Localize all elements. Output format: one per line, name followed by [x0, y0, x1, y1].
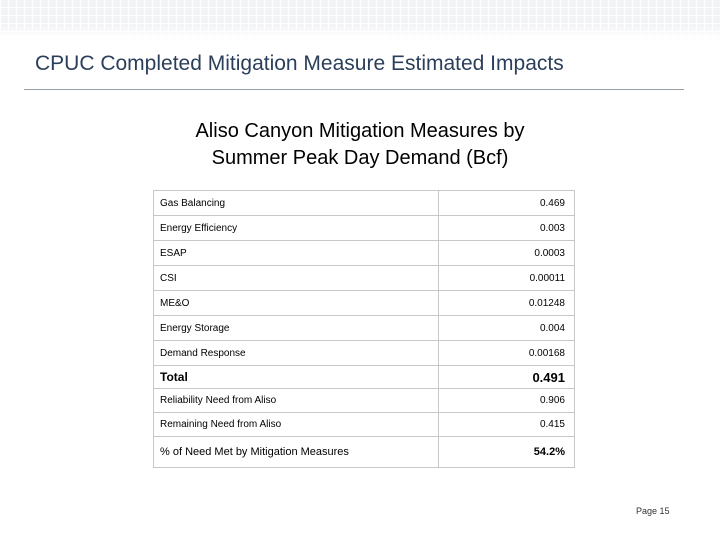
row-label: Demand Response: [153, 340, 439, 366]
remaining-need-label: Remaining Need from Aliso: [153, 412, 439, 437]
table-row: ME&O 0.01248: [153, 290, 575, 316]
row-label: CSI: [153, 265, 439, 291]
percent-met-value: 54.2%: [438, 436, 575, 468]
row-label: ME&O: [153, 290, 439, 316]
table-row: Energy Efficiency 0.003: [153, 215, 575, 241]
remaining-need-row: Remaining Need from Aliso 0.415: [153, 412, 575, 437]
total-row: Total 0.491: [153, 365, 575, 389]
row-label: Energy Storage: [153, 315, 439, 341]
total-label: Total: [153, 365, 439, 389]
row-value: 0.469: [438, 190, 575, 216]
percent-met-label: % of Need Met by Mitigation Measures: [153, 436, 439, 468]
remaining-need-value: 0.415: [438, 412, 575, 437]
title-divider: [24, 89, 684, 90]
row-value: 0.00168: [438, 340, 575, 366]
total-value: 0.491: [438, 365, 575, 389]
table-row: Demand Response 0.00168: [153, 340, 575, 366]
table-heading: Aliso Canyon Mitigation Measures by Summ…: [110, 118, 610, 172]
reliability-need-value: 0.906: [438, 388, 575, 413]
header-fade: [0, 24, 720, 38]
table-row: CSI 0.00011: [153, 265, 575, 291]
row-label: Energy Efficiency: [153, 215, 439, 241]
table-heading-line-2: Summer Peak Day Demand (Bcf): [211, 147, 509, 169]
row-value: 0.0003: [438, 240, 575, 266]
slide-title: CPUC Completed Mitigation Measure Estima…: [35, 52, 564, 75]
page-number: Page 15: [636, 506, 670, 516]
row-value: 0.00011: [438, 265, 575, 291]
row-value: 0.01248: [438, 290, 575, 316]
mitigation-table: Gas Balancing 0.469 Energy Efficiency 0.…: [153, 190, 575, 468]
row-label: Gas Balancing: [153, 190, 439, 216]
reliability-need-label: Reliability Need from Aliso: [153, 388, 439, 413]
reliability-need-row: Reliability Need from Aliso 0.906: [153, 388, 575, 413]
percent-met-row: % of Need Met by Mitigation Measures 54.…: [153, 436, 575, 468]
table-row: ESAP 0.0003: [153, 240, 575, 266]
table-heading-line-1: Aliso Canyon Mitigation Measures by: [195, 120, 525, 142]
row-value: 0.003: [438, 215, 575, 241]
row-value: 0.004: [438, 315, 575, 341]
row-label: ESAP: [153, 240, 439, 266]
table-row: Gas Balancing 0.469: [153, 190, 575, 216]
table-row: Energy Storage 0.004: [153, 315, 575, 341]
